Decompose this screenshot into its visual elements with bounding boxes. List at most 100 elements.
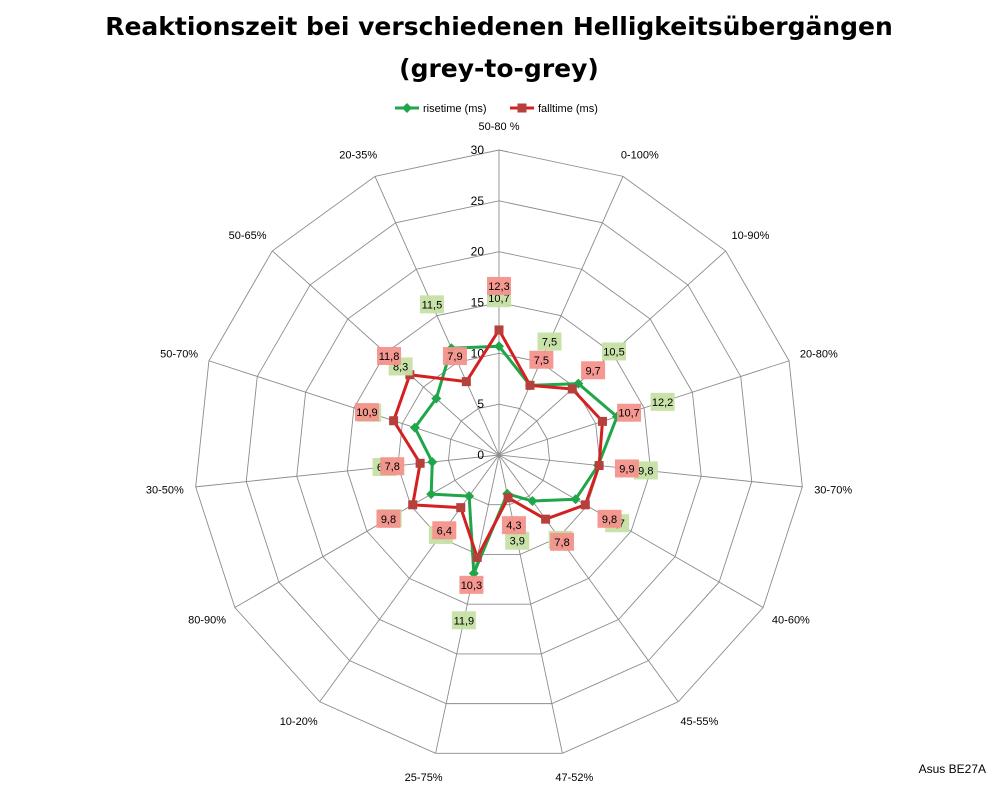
radial-tick-label: 30 [471,143,485,157]
falltime-point [580,500,590,510]
category-label: 25-75% [405,772,443,784]
axis-spoke [498,360,790,456]
grid-ring [195,149,803,754]
category-label: 47-52% [555,772,593,784]
falltime-point [594,461,604,471]
falltime-label-bg [377,346,402,365]
category-label: 50-80 % [479,121,520,133]
risetime-point [431,393,442,404]
category-label: 30-50% [146,484,184,496]
grid-ring [346,302,652,605]
falltime-point [461,377,471,387]
falltime-data-label: 9,7 [585,365,600,377]
falltime-point [408,500,418,510]
falltime-data-label: 7,9 [447,351,462,363]
radial-tick-label: 20 [471,245,485,259]
category-label: 40-60% [772,615,810,627]
axis-spoke [195,454,500,488]
axis-spoke [435,454,500,754]
risetime-point [426,489,437,500]
risetime-data-label: 3,9 [510,536,525,548]
risetime-point [570,494,581,505]
category-label: 80-90% [188,615,226,627]
category-label: 45-55% [680,716,718,728]
legend-label: falltime (ms) [538,103,598,115]
risetime-label-bg [451,611,476,630]
risetime-data-label: 12,2 [652,397,673,409]
falltime-label-bg [617,403,642,422]
falltime-label-bg [442,347,467,366]
falltime-data-label: 9,8 [381,514,396,526]
falltime-label-bg [354,403,379,422]
risetime-data-label: 11,9 [454,615,475,627]
falltime-point [494,325,504,335]
falltime-point [389,416,399,426]
falltime-point [597,416,607,426]
axis-spoke [498,454,764,608]
risetime-data-label: 10,5 [603,346,624,358]
risetime-point [409,422,420,433]
radial-tick-label: 0 [477,448,484,462]
grid-ring [447,403,551,506]
risetime-data-label: 7,5 [542,336,557,348]
falltime-data-label: 9,8 [602,514,617,526]
falltime-data-label: 7,5 [534,355,549,367]
falltime-data-label: 11,8 [379,351,400,363]
falltime-label-bg [380,457,405,476]
risetime-data-label: 10,7 [488,293,509,305]
risetime-data-label: 11,5 [422,299,443,311]
falltime-label-bg [432,521,457,540]
falltime-label-bg [581,361,606,380]
falltime-data-label: 12,3 [488,281,509,293]
category-label: 20-35% [339,149,377,161]
category-label: 30-70% [814,484,852,496]
axis-spoke [374,176,500,456]
falltime-point [567,384,577,394]
risetime-point [494,341,504,352]
axis-spoke [498,176,624,456]
falltime-label-bg [376,509,401,528]
risetime-point [464,491,475,502]
legend-label: risetime (ms) [423,103,487,115]
falltime-label-bg [550,532,575,551]
falltime-data-label: 4,3 [506,520,521,532]
risetime-label-bg [537,332,562,351]
falltime-series-line [392,328,604,559]
falltime-data-label: 6,4 [437,525,452,537]
category-label: 10-20% [280,716,318,728]
falltime-data-label: 10,9 [356,407,377,419]
falltime-point [472,552,482,562]
falltime-label-bg [487,276,511,295]
risetime-label-bg [633,461,658,480]
risetime-label-bg [602,342,627,361]
falltime-label-bg [501,516,526,535]
radial-tick-label: 5 [477,397,484,411]
falltime-point [415,458,425,468]
legend-marker [517,103,527,113]
risetime-data-label: 9,8 [638,465,653,477]
falltime-point [525,380,535,390]
risetime-point [427,457,438,468]
axis-spoke [498,454,679,703]
falltime-point [541,514,551,524]
risetime-label-bg [505,531,530,550]
risetime-label-bg [419,295,444,314]
grid-ring [397,352,601,555]
axis-spoke [498,454,563,754]
falltime-point [503,493,513,503]
falltime-label-bg [614,459,639,478]
category-label: 50-70% [160,348,198,360]
legend-marker [402,103,412,113]
category-label: 50-65% [229,230,267,242]
falltime-label-bg [529,350,554,369]
falltime-label-bg [597,509,622,528]
risetime-label-bg [650,392,675,411]
axis-spoke [234,454,500,608]
grid-ring [245,200,753,705]
category-label: 20-80% [800,348,838,360]
falltime-point [456,503,466,513]
radial-tick-label: 15 [471,296,485,310]
falltime-data-label: 10,7 [618,408,639,420]
chart-subtitle: (grey-to-grey) [399,54,599,83]
